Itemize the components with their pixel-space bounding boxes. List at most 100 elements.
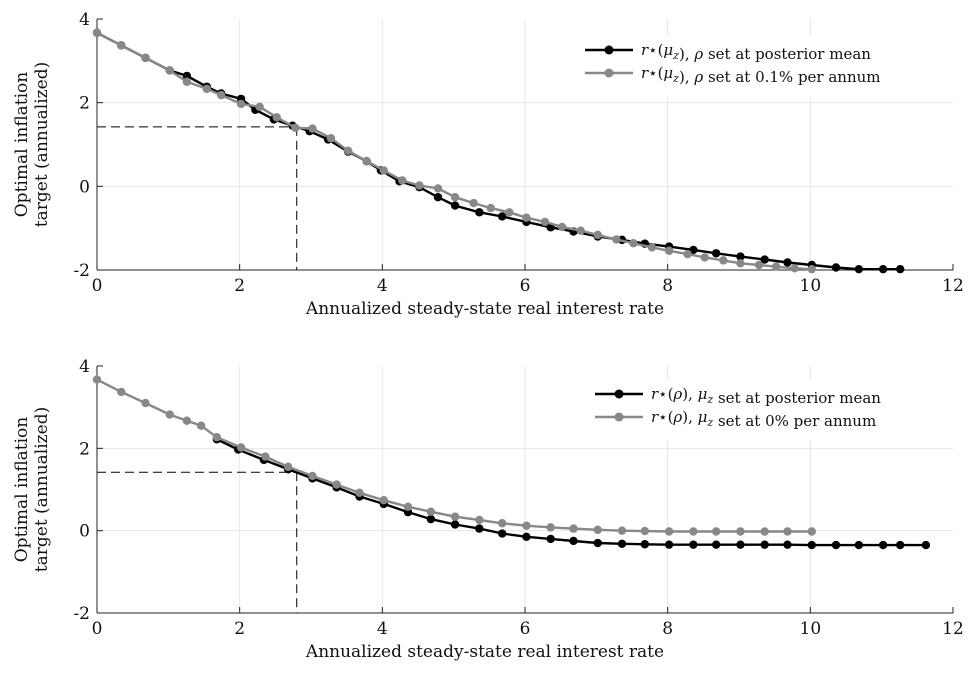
series-1-point (689, 540, 698, 549)
series-2-point (612, 235, 621, 244)
legend-label-2: r⋆(μz), ρ set at 0.1% per annum (641, 64, 881, 86)
x-tick-label: 0 (92, 619, 103, 639)
series-2-point (165, 66, 174, 75)
x-tick-label: 6 (520, 276, 531, 296)
series-1-point (497, 212, 507, 221)
x-tick-label: 10 (800, 276, 822, 296)
x-tick-label: 12 (942, 276, 964, 296)
series-1-point (831, 540, 841, 550)
y-axis-title-line-1: Optimal inflation (12, 72, 32, 218)
series-2-point (141, 53, 150, 63)
series-2-point (557, 222, 567, 232)
series-2-point (664, 527, 674, 536)
series-2-point (593, 525, 602, 535)
series-2-point (522, 213, 531, 222)
series-2-point (426, 507, 436, 516)
y-axis-title-line-1: Optimal inflation (12, 417, 32, 563)
series-1-point (896, 540, 905, 550)
series-2-point (165, 410, 174, 419)
series-2-point (719, 256, 728, 265)
series-2-point (522, 521, 531, 530)
series-1-point (854, 264, 864, 274)
series-1-point (475, 524, 484, 533)
y-axis-title-line-2: target (annualized) (32, 407, 52, 572)
series-2-point (255, 102, 264, 112)
series-2-point (141, 398, 150, 408)
series-2-point (117, 387, 126, 397)
y-tick-label: 4 (79, 10, 90, 30)
x-tick-label: 0 (92, 276, 103, 296)
series-2-point (362, 157, 371, 166)
y-tick-label: 0 (79, 522, 90, 542)
legend-box (575, 36, 945, 96)
series-2-point (343, 146, 353, 155)
series-1-point (711, 540, 721, 549)
x-tick-label: 6 (520, 619, 531, 639)
series-2-point (332, 480, 341, 489)
legend-marker-2 (614, 412, 624, 422)
x-axis-title: Annualized steady-state real interest ra… (305, 299, 664, 319)
series-2-point (202, 84, 212, 94)
y-tick-label: -2 (73, 261, 90, 281)
series-1-point (426, 514, 436, 524)
legend-label-1: r⋆(μz), ρ set at posterior mean (641, 41, 871, 63)
series-2-point (505, 208, 514, 217)
series-2-point (92, 375, 102, 384)
series-2-point (355, 488, 364, 497)
x-tick-label: 4 (377, 276, 388, 296)
series-2-point (216, 90, 226, 100)
series-2-point (415, 181, 424, 190)
series-2-point (272, 113, 281, 122)
series-1-point (783, 258, 792, 267)
series-1-point (878, 540, 888, 550)
x-tick-label: 8 (662, 276, 673, 296)
series-2-point (771, 262, 781, 271)
series-2-point (790, 264, 799, 273)
series-1-point (433, 193, 443, 202)
series-2-point (683, 249, 692, 259)
series-1-point (896, 264, 905, 274)
series-1-point (640, 540, 650, 549)
series-2-point (617, 526, 627, 535)
series-2-point (398, 176, 407, 185)
y-tick-label: 0 (79, 177, 90, 197)
legend-marker-2 (604, 68, 614, 78)
series-2-point (182, 416, 192, 425)
series-2-point (689, 527, 698, 536)
series-2-point (540, 217, 550, 227)
x-axis-title: Annualized steady-state real interest ra… (305, 642, 664, 662)
series-2-point (760, 527, 769, 536)
series-2-point (569, 524, 578, 533)
x-tick-label: 12 (942, 619, 964, 639)
series-2-point (546, 523, 555, 532)
series-2-point (291, 123, 300, 132)
series-1-point (617, 539, 627, 549)
series-2-point (196, 421, 206, 430)
series-2-point (640, 526, 650, 536)
series-1-point (807, 540, 816, 550)
y-tick-label: 2 (79, 94, 90, 114)
series-1-point (593, 538, 602, 548)
series-1-point (921, 540, 931, 550)
series-2-point (117, 41, 126, 50)
x-tick-label: 4 (377, 619, 388, 639)
series-2-point (664, 246, 674, 255)
series-2-point (807, 527, 816, 536)
series-2-point (736, 527, 745, 536)
series-1-point (569, 536, 578, 546)
series-2-point (379, 496, 388, 505)
series-2-point (469, 198, 478, 208)
legend-box (585, 380, 945, 440)
series-2-point (236, 99, 246, 109)
series-2-point (593, 230, 602, 240)
series-2-point (783, 527, 792, 536)
legend-marker-1 (614, 389, 624, 399)
series-1-point (760, 540, 769, 549)
series-1-point (711, 249, 721, 258)
series-1-point (831, 263, 841, 272)
series-1-point (854, 540, 864, 550)
series-2-point (379, 166, 388, 175)
